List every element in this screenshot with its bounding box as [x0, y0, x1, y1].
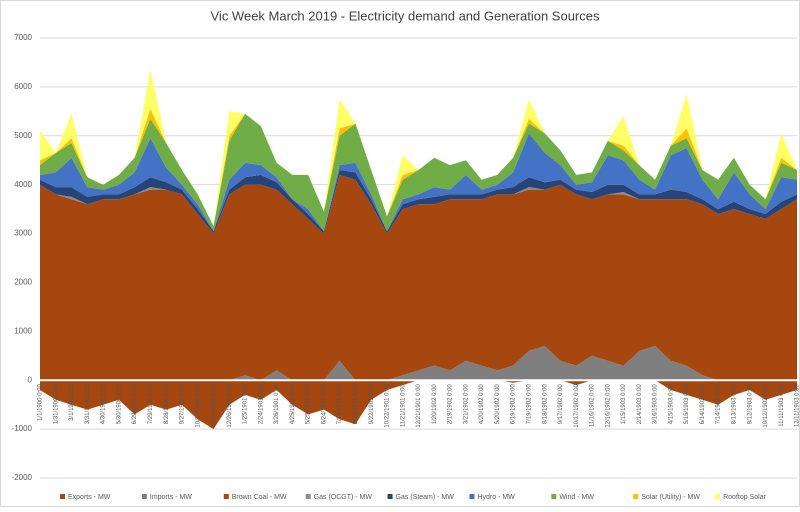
x-tick-label: 9/17/1902 0:00	[558, 384, 564, 425]
x-tick-label: 6/14/1903 0:00	[700, 384, 706, 425]
chart-title: Vic Week March 2019 - Electricity demand…	[211, 8, 600, 23]
y-tick-label: -2000	[12, 473, 33, 482]
legend-label: Rooftop Solar	[723, 494, 766, 501]
legend-label: Gas (OCGT) - MW	[314, 494, 373, 501]
x-tick-label: 3/31/1900 0:00	[85, 384, 91, 425]
x-tick-label: 3/26/1901 0:00	[274, 384, 280, 425]
x-tick-label: 12/11/1903 0:00	[795, 384, 800, 428]
x-tick-label: 7/14/1903 0:00	[716, 384, 722, 425]
legend-swatch	[223, 494, 229, 499]
legend-label: Imports - MW	[150, 494, 192, 501]
x-tick-label: 10/17/1902 0:00	[574, 384, 580, 428]
legend-swatch	[469, 494, 475, 499]
x-tick-label: 4/15/1903 0:00	[668, 384, 674, 425]
area	[40, 174, 797, 381]
x-tick-label: 10/27/1900 0:00	[195, 384, 201, 428]
legend-label: Wind - MW	[559, 494, 594, 501]
x-tick-label: 11/26/1900 0:00	[211, 384, 217, 428]
legend-swatch	[141, 494, 147, 499]
legend-label: Brown Coal - MW	[232, 494, 287, 501]
x-tick-label: 5/20/1902 0:00	[495, 384, 501, 425]
area	[40, 380, 797, 430]
legend-swatch	[60, 494, 65, 499]
legend-label: Gas (Steam) - MW	[396, 494, 455, 501]
x-tick-label: 12/16/1902 0:00	[605, 384, 611, 428]
x-tick-label: 2/24/1901 0:00	[258, 384, 264, 425]
x-tick-label: 7/29/1900 0:00	[148, 384, 154, 425]
x-tick-label: 8/23/1901 0:00	[353, 384, 359, 425]
legend-label: Hydro - MW	[477, 494, 515, 501]
area	[40, 346, 797, 381]
x-tick-label: 5/15/1903 0:00	[684, 384, 690, 425]
x-tick-label: 5/25/1901 0:00	[306, 384, 312, 425]
y-tick-label: 0	[28, 375, 33, 384]
legend-swatch	[551, 494, 557, 499]
legend-swatch	[305, 494, 311, 499]
legend-label: Exports - MW	[68, 494, 111, 501]
x-tick-label: 11/16/1902 0:00	[590, 384, 596, 428]
area	[40, 113, 797, 232]
x-tick-label: 4/20/1902 0:00	[479, 384, 485, 425]
x-tick-label: 6/29/1900 0:00	[132, 384, 138, 425]
legend-swatch	[387, 494, 393, 499]
x-tick-label: 3/21/1902 0:00	[463, 384, 469, 425]
area	[40, 108, 797, 227]
y-tick-label: 7000	[14, 33, 32, 42]
legend-swatch	[633, 494, 639, 499]
x-tick-label: 1/31/1900 0:00	[53, 384, 59, 425]
area	[40, 133, 797, 232]
y-tick-label: 2000	[14, 278, 32, 287]
x-tick-label: 7/24/1901 0:00	[337, 384, 343, 425]
legend-swatch	[715, 494, 721, 499]
x-tick-label: 1/1/1900 0:00	[38, 384, 44, 421]
x-tick-label: 7/19/1902 0:00	[526, 384, 532, 425]
x-tick-label: 9/22/1901 0:00	[369, 384, 375, 425]
x-tick-label: 12/26/1900 0:00	[227, 384, 233, 428]
y-tick-label: 4000	[14, 180, 32, 189]
x-tick-label: 11/21/1901 0:00	[400, 384, 406, 428]
x-tick-label: 9/12/1903 0:00	[747, 384, 753, 425]
y-tick-label: 1000	[14, 326, 32, 335]
x-tick-label: 8/13/1903 0:00	[731, 384, 737, 425]
x-tick-label: 4/25/1901 0:00	[290, 384, 296, 425]
x-tick-label: 1/15/1903 0:00	[621, 384, 627, 425]
x-tick-label: 4/30/1900 0:00	[101, 384, 107, 425]
y-tick-label: 5000	[14, 131, 32, 140]
x-tick-label: 6/24/1901 0:00	[321, 384, 327, 425]
y-tick-label: 6000	[14, 82, 32, 91]
x-tick-label: 3/16/1903 0:00	[653, 384, 659, 425]
x-tick-label: 3/1/1900 0:00	[69, 384, 75, 421]
x-tick-label: 1/25/1901 0:00	[243, 384, 249, 425]
x-tick-label: 8/28/1900 0:00	[164, 384, 170, 425]
x-tick-label: 11/11/1903 0:00	[779, 384, 785, 427]
x-tick-label: 9/27/1900 0:00	[179, 384, 185, 425]
x-tick-label: 2/19/1902 0:00	[448, 384, 454, 425]
area	[40, 170, 797, 234]
x-tick-label: 2/14/1903 0:00	[637, 384, 643, 425]
x-tick-label: 6/19/1902 0:00	[511, 384, 517, 425]
x-tick-label: 5/30/1900 0:00	[116, 384, 122, 425]
legend-label: Solar (Utility) - MW	[641, 494, 700, 501]
x-tick-label: 12/21/1901 0:00	[416, 384, 422, 428]
x-tick-label: 1/20/1902 0:00	[432, 384, 438, 425]
x-tick-label: 10/22/1901 0:00	[385, 384, 391, 428]
y-tick-label: 3000	[14, 229, 32, 238]
x-tick-label: 10/12/1903 0:00	[763, 384, 769, 428]
x-tick-label: 8/18/1902 0:00	[542, 384, 548, 425]
y-tick-label: -1000	[12, 424, 33, 433]
